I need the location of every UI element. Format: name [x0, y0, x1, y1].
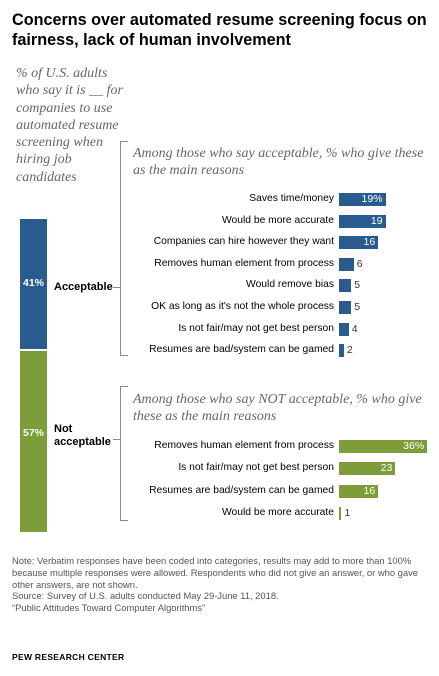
report-text: “Public Attitudes Toward Computer Algori…: [12, 602, 432, 614]
acceptable-bar-value: 6: [354, 258, 363, 271]
not-acceptable-bar-value: 23: [339, 462, 395, 475]
acceptable-bar: [339, 258, 354, 271]
not-acceptable-reason-label: Is not fair/may not get best person: [4, 461, 334, 475]
acceptable-bar-value: 19%: [339, 193, 386, 206]
acceptable-reason-label: Is not fair/may not get best person: [4, 322, 334, 336]
acceptable-bar-value: 16: [339, 236, 378, 249]
not-acceptable-bar-value: 1: [341, 507, 350, 520]
not-acceptable-reason-label: Would be more accurate: [4, 506, 334, 520]
group-heading-acceptable: Among those who say acceptable, % who gi…: [133, 145, 433, 179]
not-acceptable-reason-label: Removes human element from process: [4, 439, 334, 453]
acceptable-reason-label: Removes human element from process: [4, 257, 334, 271]
not-acceptable-bar-value: 36%: [339, 440, 427, 453]
chart-notes: Note: Verbatim responses have been coded…: [12, 555, 432, 614]
acceptable-reason-label: Resumes are bad/system can be gamed: [4, 343, 334, 357]
not-acceptable-bar-value: 16: [339, 485, 378, 498]
acceptable-reason-label: Saves time/money: [4, 192, 334, 206]
bracket-not-acceptable: [120, 386, 128, 521]
acceptable-bar: [339, 279, 351, 292]
acceptable-bar-value: 5: [351, 301, 360, 314]
acceptable-bar: [339, 323, 349, 336]
acceptable-bar-value: 2: [344, 344, 353, 357]
group-heading-not-acceptable: Among those who say NOT acceptable, % wh…: [133, 391, 433, 425]
chart-intro: % of U.S. adults who say it is __ for co…: [16, 65, 134, 186]
pew-logo: PEW RESEARCH CENTER: [12, 652, 124, 662]
note-text: Note: Verbatim responses have been coded…: [12, 555, 432, 590]
acceptable-reason-label: OK as long as it's not the whole process: [4, 300, 334, 314]
acceptable-reason-label: Would be more accurate: [4, 214, 334, 228]
source-text: Source: Survey of U.S. adults conducted …: [12, 590, 432, 602]
acceptable-bar-value: 5: [351, 279, 360, 292]
acceptable-bar-value: 4: [349, 323, 358, 336]
chart-title: Concerns over automated resume screening…: [12, 10, 432, 50]
acceptable-reason-label: Would remove bias: [4, 278, 334, 292]
stack-value-not-acceptable: 57%: [20, 427, 47, 439]
not-acceptable-reason-label: Resumes are bad/system can be gamed: [4, 484, 334, 498]
acceptable-bar-value: 19: [339, 215, 386, 228]
acceptable-bar: [339, 301, 351, 314]
acceptable-reason-label: Companies can hire however they want: [4, 235, 334, 249]
